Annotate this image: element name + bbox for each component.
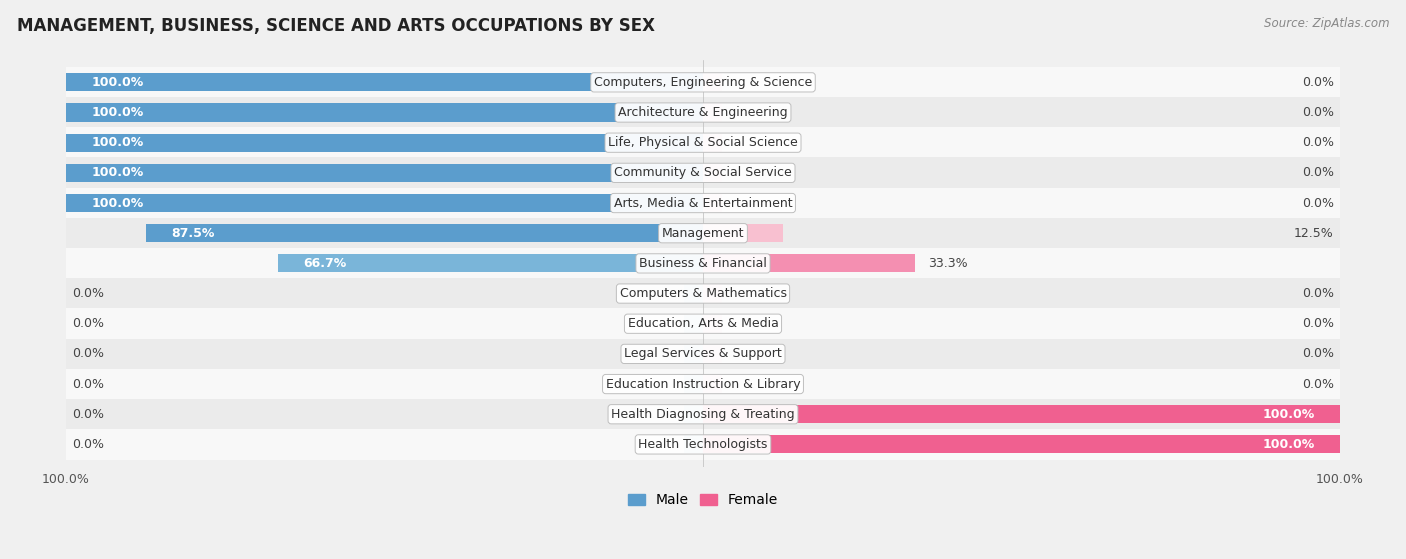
Bar — [683, 285, 703, 302]
Bar — [703, 224, 783, 242]
Bar — [66, 73, 703, 92]
Text: Computers & Mathematics: Computers & Mathematics — [620, 287, 786, 300]
Text: 0.0%: 0.0% — [1302, 76, 1334, 89]
Text: 0.0%: 0.0% — [72, 438, 104, 451]
Bar — [703, 435, 1340, 453]
Text: Arts, Media & Entertainment: Arts, Media & Entertainment — [613, 197, 793, 210]
Text: Architecture & Engineering: Architecture & Engineering — [619, 106, 787, 119]
Text: 0.0%: 0.0% — [1302, 106, 1334, 119]
Bar — [66, 134, 703, 151]
Text: 0.0%: 0.0% — [1302, 167, 1334, 179]
Text: 100.0%: 100.0% — [91, 106, 143, 119]
Text: MANAGEMENT, BUSINESS, SCIENCE AND ARTS OCCUPATIONS BY SEX: MANAGEMENT, BUSINESS, SCIENCE AND ARTS O… — [17, 17, 655, 35]
Bar — [703, 375, 723, 393]
Bar — [683, 405, 703, 423]
Text: 0.0%: 0.0% — [72, 408, 104, 421]
Bar — [66, 309, 1340, 339]
Text: 12.5%: 12.5% — [1294, 227, 1334, 240]
Bar — [703, 405, 1340, 423]
Bar — [66, 339, 1340, 369]
Text: 100.0%: 100.0% — [1263, 408, 1315, 421]
Bar — [66, 188, 1340, 219]
Bar — [683, 315, 703, 333]
Text: 33.3%: 33.3% — [928, 257, 967, 270]
Text: 0.0%: 0.0% — [1302, 347, 1334, 361]
Text: 66.7%: 66.7% — [304, 257, 347, 270]
Text: Community & Social Service: Community & Social Service — [614, 167, 792, 179]
Text: Computers, Engineering & Science: Computers, Engineering & Science — [593, 76, 813, 89]
Text: 0.0%: 0.0% — [1302, 287, 1334, 300]
Text: Education, Arts & Media: Education, Arts & Media — [627, 317, 779, 330]
Bar — [703, 285, 723, 302]
Bar — [683, 375, 703, 393]
Bar — [66, 369, 1340, 400]
Text: 0.0%: 0.0% — [72, 347, 104, 361]
Bar — [703, 345, 723, 363]
Bar — [66, 67, 1340, 98]
Text: Health Diagnosing & Treating: Health Diagnosing & Treating — [612, 408, 794, 421]
Bar — [683, 435, 703, 453]
Text: Management: Management — [662, 227, 744, 240]
Text: 100.0%: 100.0% — [1263, 438, 1315, 451]
Text: 0.0%: 0.0% — [1302, 136, 1334, 149]
Bar — [66, 399, 1340, 430]
Bar — [703, 73, 723, 92]
Text: 100.0%: 100.0% — [91, 76, 143, 89]
Text: 0.0%: 0.0% — [72, 377, 104, 391]
Bar — [278, 254, 703, 272]
Bar — [66, 103, 703, 121]
Bar — [66, 194, 703, 212]
Text: Legal Services & Support: Legal Services & Support — [624, 347, 782, 361]
Text: 87.5%: 87.5% — [172, 227, 215, 240]
Text: 100.0%: 100.0% — [91, 136, 143, 149]
Bar — [66, 164, 703, 182]
Bar — [66, 158, 1340, 188]
Bar — [703, 103, 723, 121]
Bar — [703, 315, 723, 333]
Text: Life, Physical & Social Science: Life, Physical & Social Science — [609, 136, 797, 149]
Text: Source: ZipAtlas.com: Source: ZipAtlas.com — [1264, 17, 1389, 30]
Bar — [66, 218, 1340, 249]
Text: Health Technologists: Health Technologists — [638, 438, 768, 451]
Text: 0.0%: 0.0% — [1302, 317, 1334, 330]
Bar — [146, 224, 703, 242]
Bar — [683, 345, 703, 363]
Bar — [66, 429, 1340, 460]
Text: 0.0%: 0.0% — [1302, 197, 1334, 210]
Text: 0.0%: 0.0% — [72, 287, 104, 300]
Text: Business & Financial: Business & Financial — [640, 257, 766, 270]
Bar — [66, 248, 1340, 279]
Text: 100.0%: 100.0% — [91, 167, 143, 179]
Text: 0.0%: 0.0% — [72, 317, 104, 330]
Bar — [703, 164, 723, 182]
Bar — [66, 278, 1340, 309]
Text: 100.0%: 100.0% — [91, 197, 143, 210]
Bar — [703, 134, 723, 151]
Bar — [703, 254, 915, 272]
Text: 0.0%: 0.0% — [1302, 377, 1334, 391]
Bar — [66, 97, 1340, 128]
Legend: Male, Female: Male, Female — [623, 488, 783, 513]
Bar — [66, 127, 1340, 158]
Text: Education Instruction & Library: Education Instruction & Library — [606, 377, 800, 391]
Bar — [703, 194, 723, 212]
